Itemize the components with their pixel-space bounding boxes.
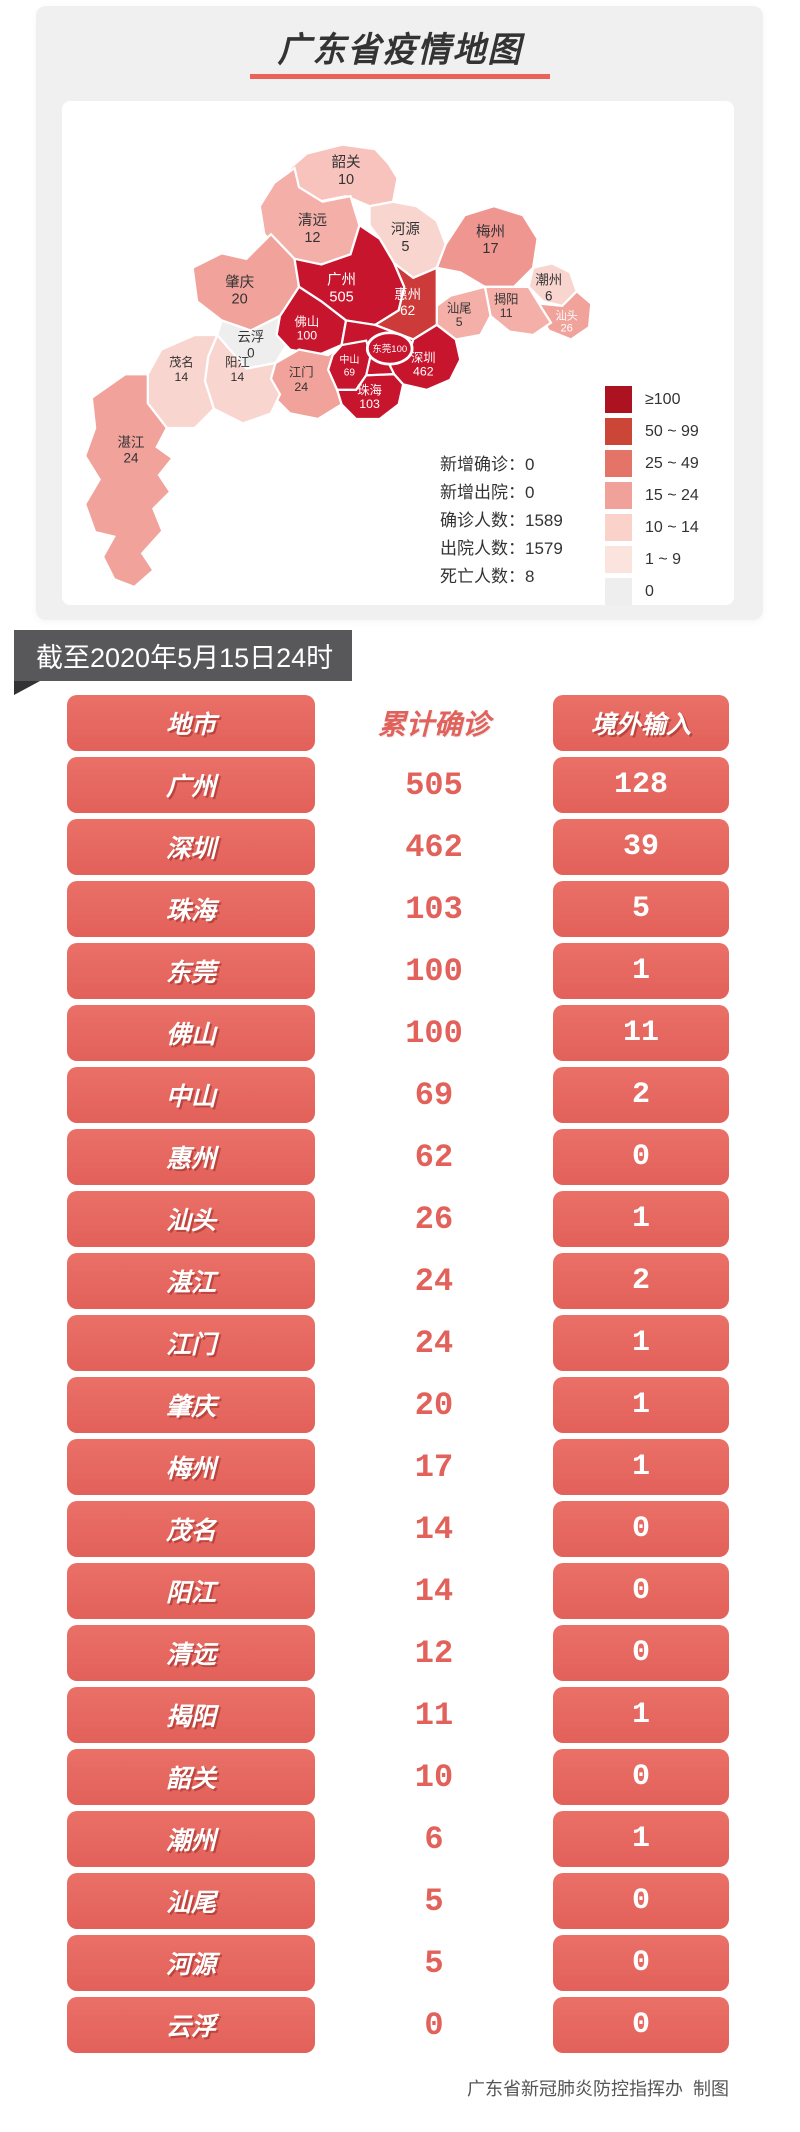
svg-text:湛江: 湛江 xyxy=(118,435,145,450)
svg-text:广州: 广州 xyxy=(327,272,356,289)
svg-text:10: 10 xyxy=(338,172,354,188)
svg-text:69: 69 xyxy=(344,367,356,378)
svg-text:云浮: 云浮 xyxy=(237,330,264,345)
svg-text:6: 6 xyxy=(545,288,552,303)
svg-text:深圳: 深圳 xyxy=(411,351,436,365)
svg-text:阳江: 阳江 xyxy=(225,355,250,369)
svg-text:肇庆: 肇庆 xyxy=(225,274,254,291)
svg-text:清远: 清远 xyxy=(298,212,328,229)
svg-text:5: 5 xyxy=(401,239,409,255)
svg-text:河源: 河源 xyxy=(391,221,421,238)
svg-text:26: 26 xyxy=(560,323,572,335)
svg-text:100: 100 xyxy=(297,328,318,342)
svg-text:14: 14 xyxy=(231,370,245,384)
svg-text:62: 62 xyxy=(400,303,415,318)
svg-text:佛山: 佛山 xyxy=(295,315,320,329)
svg-text:中山: 中山 xyxy=(339,353,359,366)
svg-text:14: 14 xyxy=(175,370,189,384)
svg-text:揭阳: 揭阳 xyxy=(494,292,519,307)
svg-text:24: 24 xyxy=(124,451,139,466)
svg-text:24: 24 xyxy=(294,380,308,394)
svg-text:江门: 江门 xyxy=(289,364,314,379)
svg-text:珠海: 珠海 xyxy=(357,382,382,397)
svg-text:12: 12 xyxy=(304,230,320,246)
svg-text:汕头: 汕头 xyxy=(555,309,577,322)
svg-text:11: 11 xyxy=(500,306,513,320)
svg-text:韶关: 韶关 xyxy=(331,154,360,171)
svg-text:惠州: 惠州 xyxy=(394,287,421,302)
svg-text:505: 505 xyxy=(329,289,353,305)
svg-text:东莞100: 东莞100 xyxy=(372,343,407,355)
svg-text:梅州: 梅州 xyxy=(476,223,505,240)
svg-text:20: 20 xyxy=(232,292,248,308)
svg-text:17: 17 xyxy=(482,241,498,257)
svg-text:汕尾: 汕尾 xyxy=(447,302,472,316)
svg-text:462: 462 xyxy=(413,364,434,378)
svg-text:潮州: 潮州 xyxy=(535,273,562,288)
svg-text:5: 5 xyxy=(456,315,463,329)
svg-text:103: 103 xyxy=(359,397,380,411)
svg-text:茂名: 茂名 xyxy=(169,354,194,369)
